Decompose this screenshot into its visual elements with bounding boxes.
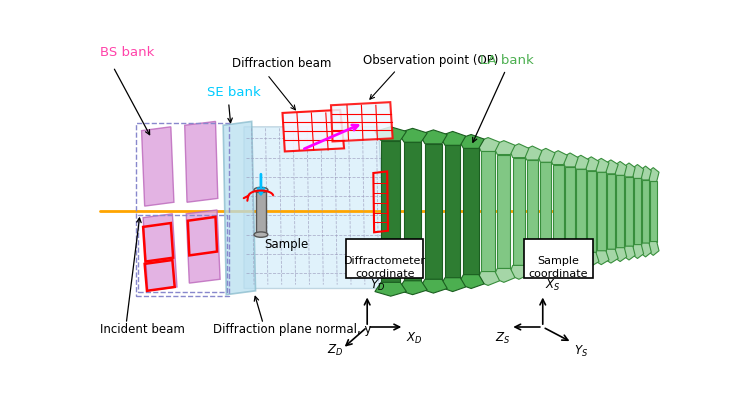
Polygon shape	[458, 134, 484, 148]
Polygon shape	[509, 144, 529, 158]
Polygon shape	[476, 271, 500, 286]
Polygon shape	[513, 158, 525, 266]
Polygon shape	[640, 166, 651, 180]
Polygon shape	[593, 159, 609, 172]
Polygon shape	[553, 164, 564, 259]
Polygon shape	[381, 141, 400, 282]
Polygon shape	[244, 127, 386, 288]
Polygon shape	[398, 281, 428, 295]
Bar	[256, 190, 266, 234]
Polygon shape	[604, 160, 618, 174]
Polygon shape	[523, 263, 542, 277]
Polygon shape	[623, 163, 635, 177]
Polygon shape	[650, 181, 657, 242]
Polygon shape	[625, 177, 633, 246]
Polygon shape	[562, 153, 578, 167]
Polygon shape	[642, 180, 649, 243]
Polygon shape	[439, 278, 466, 292]
Polygon shape	[143, 214, 177, 291]
Polygon shape	[375, 127, 406, 141]
Polygon shape	[549, 259, 567, 272]
Polygon shape	[537, 148, 555, 162]
Polygon shape	[576, 169, 586, 254]
Polygon shape	[631, 244, 643, 259]
Text: Diffractometer
coordinate: Diffractometer coordinate	[344, 256, 426, 279]
Polygon shape	[398, 128, 428, 142]
Polygon shape	[420, 279, 447, 293]
Polygon shape	[540, 162, 551, 261]
Bar	[138, 215, 227, 292]
Polygon shape	[481, 151, 495, 271]
Text: Diffraction plane normal, y: Diffraction plane normal, y	[213, 323, 372, 336]
Polygon shape	[606, 174, 615, 249]
Text: Diffraction beam: Diffraction beam	[233, 57, 332, 70]
Polygon shape	[186, 210, 220, 283]
Text: SE bank: SE bank	[207, 86, 261, 99]
Text: Sample: Sample	[264, 239, 308, 251]
Polygon shape	[492, 141, 515, 154]
Polygon shape	[604, 249, 618, 263]
Polygon shape	[648, 168, 659, 181]
Ellipse shape	[254, 232, 268, 237]
Polygon shape	[614, 248, 626, 261]
Polygon shape	[526, 160, 538, 263]
Polygon shape	[593, 251, 609, 265]
Polygon shape	[549, 151, 567, 164]
Polygon shape	[439, 132, 466, 145]
Text: Sample
coordinate: Sample coordinate	[528, 256, 588, 279]
Polygon shape	[584, 252, 599, 266]
Polygon shape	[283, 110, 344, 151]
Polygon shape	[614, 161, 626, 175]
Polygon shape	[640, 243, 651, 257]
Text: $Z_S$: $Z_S$	[495, 331, 510, 346]
Polygon shape	[648, 242, 659, 255]
Polygon shape	[573, 254, 589, 268]
Text: $Y_S$: $Y_S$	[573, 344, 588, 359]
Polygon shape	[631, 164, 643, 178]
Polygon shape	[587, 171, 596, 252]
Polygon shape	[375, 282, 406, 296]
Polygon shape	[425, 144, 442, 279]
Polygon shape	[584, 157, 599, 171]
Polygon shape	[420, 130, 447, 144]
Polygon shape	[573, 155, 589, 169]
Polygon shape	[464, 148, 479, 275]
Polygon shape	[537, 261, 555, 275]
Bar	[347, 239, 423, 278]
Polygon shape	[634, 178, 641, 244]
Polygon shape	[498, 154, 510, 269]
Polygon shape	[509, 266, 529, 279]
Polygon shape	[185, 122, 218, 202]
Polygon shape	[523, 146, 542, 160]
Text: $Z_D$: $Z_D$	[327, 342, 344, 358]
Text: LA bank: LA bank	[481, 54, 534, 67]
Text: BS bank: BS bank	[100, 46, 155, 59]
Polygon shape	[623, 246, 635, 260]
Bar	[136, 123, 229, 296]
Text: $X_S$: $X_S$	[545, 278, 561, 293]
Polygon shape	[565, 167, 575, 256]
Polygon shape	[492, 269, 515, 282]
Polygon shape	[331, 102, 392, 142]
Polygon shape	[458, 275, 484, 288]
Text: Incident beam: Incident beam	[100, 323, 185, 336]
Polygon shape	[141, 127, 174, 206]
Text: Observation point (OP): Observation point (OP)	[364, 54, 499, 67]
Polygon shape	[445, 145, 460, 278]
Polygon shape	[597, 172, 606, 251]
Polygon shape	[404, 142, 421, 281]
Text: $Y_D$: $Y_D$	[369, 278, 385, 293]
Ellipse shape	[254, 187, 268, 193]
Polygon shape	[562, 256, 578, 270]
Polygon shape	[476, 138, 500, 151]
Bar	[523, 239, 592, 278]
Polygon shape	[223, 122, 255, 295]
Text: $X_D$: $X_D$	[406, 331, 422, 346]
Polygon shape	[616, 175, 624, 248]
